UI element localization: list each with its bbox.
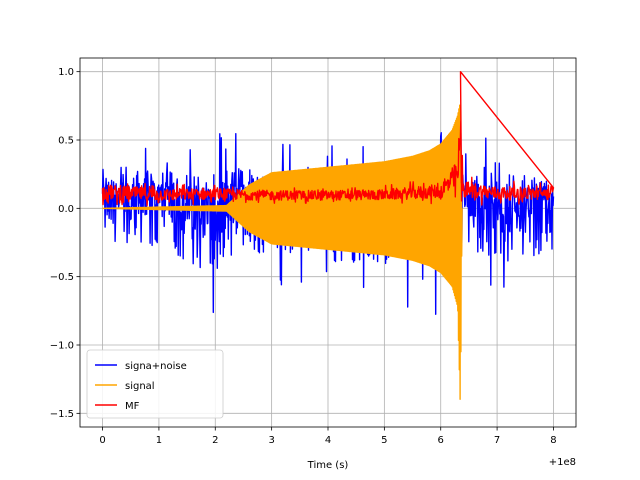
x-tick-label: 2 (212, 435, 218, 446)
y-tick-label: 0.0 (58, 204, 74, 215)
x-tick-label: 1 (156, 435, 162, 446)
x-tick-label: 4 (325, 435, 331, 446)
grid (80, 58, 576, 427)
x-tick-label: 7 (494, 435, 500, 446)
y-tick-label: 0.5 (58, 136, 74, 147)
x-tick-label: 6 (438, 435, 444, 446)
legend-label: signa+noise (125, 361, 187, 372)
legend-label: MF (125, 401, 140, 412)
x-tick-label: 8 (550, 435, 556, 446)
series-line-2 (101, 71, 555, 207)
y-tick-label: −1.0 (50, 341, 74, 352)
legend-label: signal (125, 381, 155, 392)
legend: signa+noise signal MF (86, 349, 224, 419)
series-line-1 (102, 104, 463, 400)
x-tick-label: 0 (99, 435, 105, 446)
x-tick-label: 3 (268, 435, 274, 446)
legend-box (86, 349, 224, 419)
y-tick-label: −1.5 (50, 409, 74, 420)
y-tick-label: −0.5 (50, 272, 74, 283)
x-tick-label: 5 (381, 435, 387, 446)
y-tick-label: 1.0 (58, 67, 74, 78)
x-offset-label: +1e8 (549, 457, 576, 468)
ticks: 0 1 2 3 4 5 6 7 8 −1.5 −1.0 −0.5 0.0 0.5 1.0 (50, 67, 557, 446)
x-axis-label: Time (s) (307, 460, 349, 471)
series-layer (101, 71, 555, 400)
